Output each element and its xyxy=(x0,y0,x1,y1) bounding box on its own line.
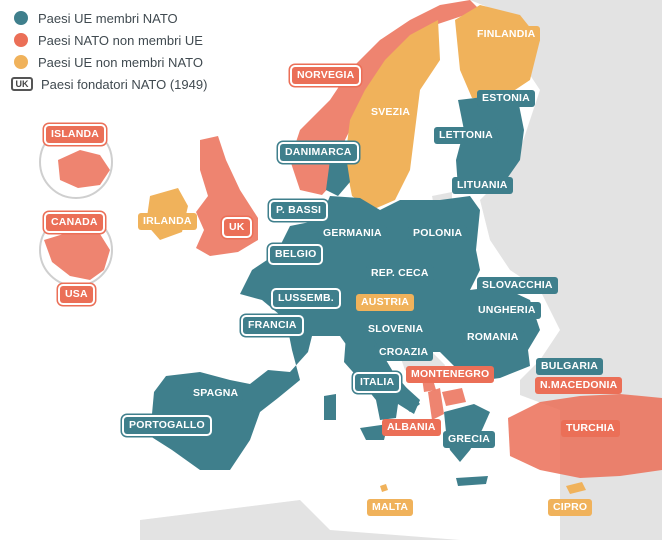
label-finlandia: FINLANDIA xyxy=(472,26,541,43)
label-malta: MALTA xyxy=(367,499,414,516)
land-sardinia xyxy=(324,394,336,420)
label-svezia: SVEZIA xyxy=(366,104,416,121)
label-p-bassi: P. BASSI xyxy=(271,202,327,219)
teal-dot-icon xyxy=(14,11,28,25)
label-lituania: LITUANIA xyxy=(452,177,513,194)
label-francia: FRANCIA xyxy=(243,317,302,334)
label-italia: ITALIA xyxy=(355,374,400,391)
founders-badge-icon: UK xyxy=(11,77,33,91)
label-n-macedonia: N.MACEDONIA xyxy=(535,377,623,394)
label-bulgaria: BULGARIA xyxy=(536,358,604,375)
land-denmark xyxy=(326,156,350,196)
legend-row-founders: UK Paesi fondatori NATO (1949) xyxy=(11,74,208,94)
land-canada xyxy=(44,232,110,280)
label-polonia: POLONIA xyxy=(408,225,468,242)
label-portogallo: PORTOGALLO xyxy=(124,417,210,434)
legend-row-nato-only: Paesi NATO non membri UE xyxy=(14,30,207,50)
label-spagna: SPAGNA xyxy=(188,385,244,402)
yellow-dot-icon xyxy=(14,55,28,69)
label-slovenia: SLOVENIA xyxy=(363,321,429,338)
legend-label-eu-only: Paesi UE non membri NATO xyxy=(38,54,203,70)
land-cyprus xyxy=(566,482,586,494)
label-montenegro: MONTENEGRO xyxy=(406,366,495,383)
land-baltics xyxy=(456,96,524,194)
label-albania: ALBANIA xyxy=(382,419,441,436)
label-cipro: CIPRO xyxy=(548,499,593,516)
label-canada: CANADA xyxy=(46,214,103,231)
label-romania: ROMANIA xyxy=(462,329,524,346)
label-uk: UK xyxy=(224,219,250,236)
land-eu-nato-core xyxy=(150,196,540,470)
land-sicily xyxy=(360,424,388,440)
legend-label-founders: Paesi fondatori NATO (1949) xyxy=(41,76,208,92)
legend-row-members: Paesi UE membri NATO xyxy=(14,8,207,28)
label-austria: AUSTRIA xyxy=(356,294,415,311)
legend-row-eu-only: Paesi UE non membri NATO xyxy=(14,52,207,72)
label-belgio: BELGIO xyxy=(270,246,322,263)
legend: Paesi UE membri NATO Paesi NATO non memb… xyxy=(11,8,208,96)
label-grecia: GRECIA xyxy=(443,431,496,448)
salmon-dot-icon xyxy=(14,33,28,47)
label-norvegia: NORVEGIA xyxy=(292,67,360,84)
label-rep-ceca: REP. CECA xyxy=(366,265,434,282)
label-estonia: ESTONIA xyxy=(477,90,535,107)
land-iceland xyxy=(58,150,110,188)
label-lussemb: LUSSEMB. xyxy=(273,290,339,307)
legend-label-members: Paesi UE membri NATO xyxy=(38,10,178,26)
land-albania xyxy=(428,388,444,420)
label-danimarca: DANIMARCA xyxy=(280,144,357,161)
land-crete xyxy=(456,476,488,486)
land-malta xyxy=(380,484,388,492)
label-croazia: CROAZIA xyxy=(374,344,434,361)
label-lettonia: LETTONIA xyxy=(434,127,498,144)
label-germania: GERMANIA xyxy=(318,225,387,242)
label-slovacchia: SLOVACCHIA xyxy=(477,277,558,294)
label-ungheria: UNGHERIA xyxy=(473,302,541,319)
legend-label-nato-only: Paesi NATO non membri UE xyxy=(38,32,203,48)
land-north-africa xyxy=(140,500,460,540)
label-islanda: ISLANDA xyxy=(46,126,105,143)
label-turchia: TURCHIA xyxy=(561,420,620,437)
label-irlanda: IRLANDA xyxy=(138,213,197,230)
land-n-macedonia xyxy=(442,388,466,406)
label-usa: USA xyxy=(60,286,93,303)
